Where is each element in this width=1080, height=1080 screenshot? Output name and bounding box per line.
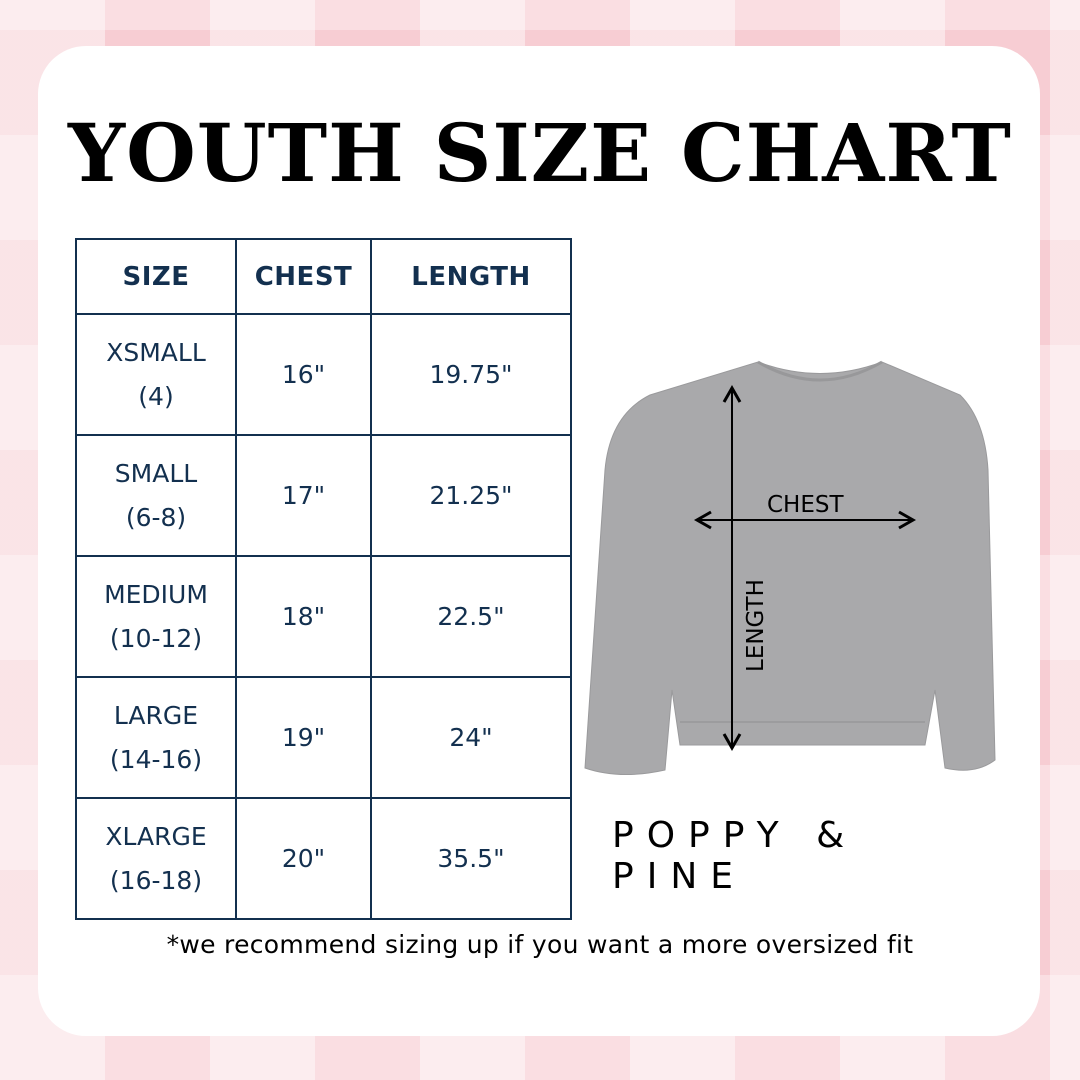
- chest-cell: 20": [235, 797, 372, 920]
- length-label: LENGTH: [743, 579, 769, 672]
- size-cell: LARGE (14-16): [75, 676, 237, 799]
- chest-cell: 19": [235, 676, 372, 799]
- size-cell: MEDIUM (10-12): [75, 555, 237, 678]
- size-table: SIZE CHEST LENGTH XSMALL (4) 16" 19.75" S…: [75, 238, 572, 920]
- chest-cell: 18": [235, 555, 372, 678]
- page-title: YOUTH SIZE CHART: [68, 106, 1012, 200]
- length-cell: 22.5": [370, 555, 572, 678]
- table-row: LARGE (14-16) 19" 24": [75, 676, 572, 799]
- length-cell: 24": [370, 676, 572, 799]
- table-row: XSMALL (4) 16" 19.75": [75, 313, 572, 436]
- table-header-row: SIZE CHEST LENGTH: [75, 238, 572, 315]
- size-cell: XSMALL (4): [75, 313, 237, 436]
- sizing-note: *we recommend sizing up if you want a mo…: [166, 930, 914, 959]
- brand-logo: POPPY & PINE: [612, 815, 858, 897]
- header-chest: CHEST: [235, 238, 372, 315]
- table-row: SMALL (6-8) 17" 21.25": [75, 434, 572, 557]
- table-row: XLARGE (16-18) 20" 35.5": [75, 797, 572, 920]
- length-cell: 35.5": [370, 797, 572, 920]
- length-cell: 19.75": [370, 313, 572, 436]
- chest-cell: 16": [235, 313, 372, 436]
- length-cell: 21.25": [370, 434, 572, 557]
- size-cell: XLARGE (16-18): [75, 797, 237, 920]
- table-row: MEDIUM (10-12) 18" 22.5": [75, 555, 572, 678]
- sweatshirt-image: [584, 360, 996, 775]
- chest-label: CHEST: [767, 492, 844, 518]
- chest-cell: 17": [235, 434, 372, 557]
- header-size: SIZE: [75, 238, 237, 315]
- header-length: LENGTH: [370, 238, 572, 315]
- size-cell: SMALL (6-8): [75, 434, 237, 557]
